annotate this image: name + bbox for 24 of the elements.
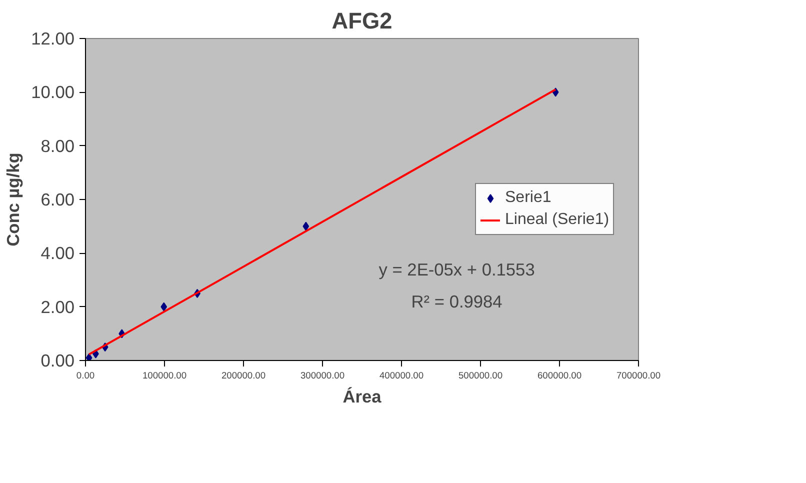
y-tick-label: 6.00	[40, 190, 75, 210]
x-tick-label: 600000.00	[537, 370, 582, 380]
annotation: R² = 0.9984	[411, 291, 503, 312]
x-tick-label: 700000.00	[616, 370, 661, 380]
x-tick-label: 500000.00	[458, 370, 503, 380]
annotation: y = 2E-05x + 0.1553	[378, 259, 535, 280]
x-axis-title: Área	[342, 386, 382, 406]
y-tick-label: 10.00	[31, 82, 75, 102]
y-tick-label: 8.00	[40, 136, 75, 156]
x-tick-label: 100000.00	[142, 370, 187, 380]
y-tick-label: 2.00	[40, 296, 75, 317]
chart-title: AFG2	[332, 8, 392, 34]
x-tick-label: 200000.00	[221, 370, 266, 380]
y-tick-label: 4.00	[40, 243, 75, 264]
point	[160, 302, 168, 312]
x-tick-label: 300000.00	[300, 370, 345, 380]
x-tick-label: 0.00	[76, 370, 95, 380]
x-tick-label: 400000.00	[379, 370, 424, 380]
y-axis-title: Conc µg/kg	[3, 152, 24, 246]
legend-label: Serie1	[505, 189, 552, 207]
y-tick-label: 12.00	[31, 28, 75, 48]
legend-label: Lineal (Serie1)	[505, 211, 610, 229]
point	[302, 222, 310, 231]
point	[86, 353, 92, 360]
